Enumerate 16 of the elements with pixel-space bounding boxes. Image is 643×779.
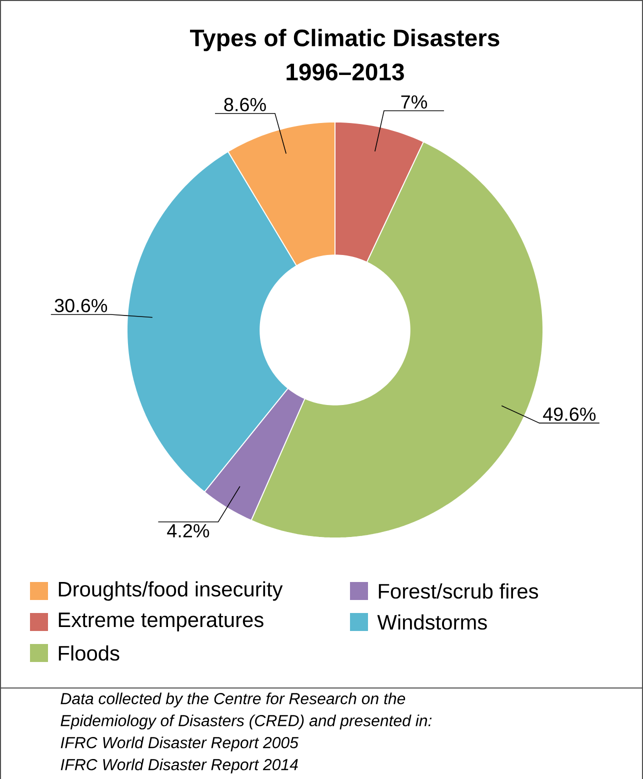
data-label: 49.6% — [543, 407, 596, 421]
data-label: 30.6% — [54, 298, 108, 312]
text: IFRC World Disaster Report 2005 — [60, 736, 298, 752]
data-label: 4.2% — [167, 524, 210, 538]
text: IFRC World Disaster Report 2014 — [60, 758, 298, 774]
legend-label: Windstorms — [377, 614, 487, 630]
chart-subtitle: 1996–2013 — [286, 64, 404, 80]
legend-label: Extreme temperatures — [58, 612, 264, 632]
legend-label: Forest/scrub fires — [378, 583, 538, 599]
text: Data collected by the Centre for Research on the — [60, 692, 406, 708]
data-label: 7% — [401, 95, 428, 109]
legend-label: Floods — [58, 645, 120, 661]
text: Epidemiology of Disasters (CRED) and presented in: — [60, 714, 432, 730]
chart-title: Types of Climatic Disasters — [190, 28, 500, 52]
data-label: 8.6% — [224, 98, 266, 112]
legend-label: Droughts/food insecurity — [58, 581, 283, 601]
